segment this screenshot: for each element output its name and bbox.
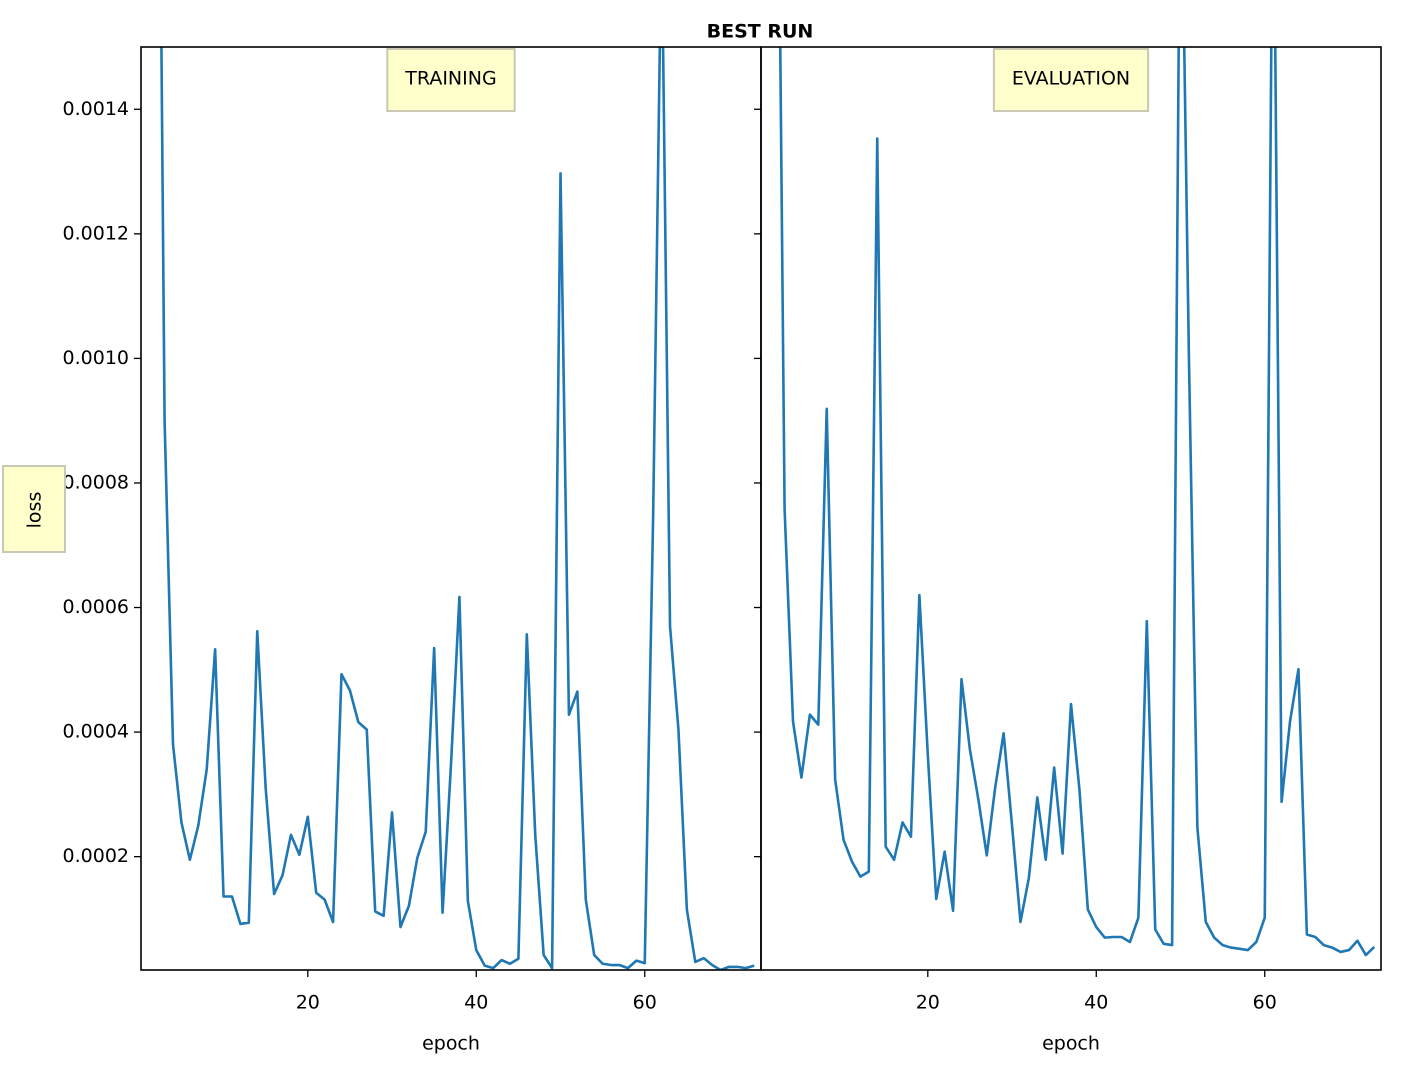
panel-label: TRAINING [404, 68, 496, 90]
y-tick-label: 0.0006 [63, 596, 129, 618]
x-tick-label: 60 [633, 992, 657, 1014]
panel-label-box [992, 48, 1150, 112]
x-axis-label: epoch [422, 1033, 480, 1055]
figure-title: BEST RUN [707, 21, 814, 43]
x-tick-label: 40 [1084, 992, 1108, 1014]
x-tick-label: 60 [1253, 992, 1277, 1014]
y-tick-label: 0.0002 [63, 845, 129, 867]
y-tick-label: 0.0010 [63, 347, 129, 369]
x-tick-label: 20 [296, 992, 320, 1014]
loss-line [160, 47, 755, 970]
y-axis-label-box [2, 465, 66, 553]
x-tick-label: 40 [464, 992, 488, 1014]
axes-frame [760, 46, 1382, 971]
x-axis-label: epoch [1042, 1033, 1100, 1055]
y-tick-label: 0.0014 [63, 98, 129, 120]
y-tick-label: 0.0012 [63, 222, 129, 244]
x-tick-label: 20 [916, 992, 940, 1014]
y-tick-label: 0.0004 [63, 721, 129, 743]
loss-line [778, 47, 1376, 957]
panel-label: EVALUATION [1012, 68, 1130, 90]
y-axis-label: loss [24, 492, 46, 529]
panel-label-box [386, 48, 516, 112]
y-tick-label: 0.0008 [63, 471, 129, 493]
